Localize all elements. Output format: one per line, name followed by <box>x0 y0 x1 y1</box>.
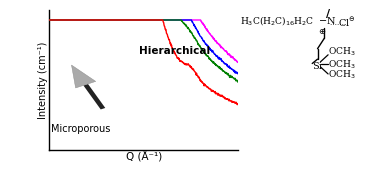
Text: $-$N: $-$N <box>318 15 336 26</box>
Text: Hierarchical: Hierarchical <box>139 46 210 56</box>
Text: $\oplus$: $\oplus$ <box>318 27 326 36</box>
X-axis label: Q (Å⁻¹): Q (Å⁻¹) <box>125 151 162 163</box>
Text: OCH$_3$: OCH$_3$ <box>328 58 356 71</box>
Text: H$_3$C(H$_2$C)$_{16}$H$_2$C: H$_3$C(H$_2$C)$_{16}$H$_2$C <box>240 14 314 27</box>
Polygon shape <box>71 65 96 88</box>
Text: Cl$^{\ominus}$: Cl$^{\ominus}$ <box>338 16 356 29</box>
Polygon shape <box>84 84 105 109</box>
Text: /: / <box>326 9 330 19</box>
Text: $\cdots\cdots$: $\cdots\cdots$ <box>329 20 344 26</box>
Text: Microporous: Microporous <box>51 124 110 134</box>
Text: OCH$_3$: OCH$_3$ <box>328 46 356 58</box>
Text: Si: Si <box>312 62 322 71</box>
Y-axis label: Intensity (cm⁻¹): Intensity (cm⁻¹) <box>38 41 48 119</box>
Text: OCH$_3$: OCH$_3$ <box>328 69 356 81</box>
